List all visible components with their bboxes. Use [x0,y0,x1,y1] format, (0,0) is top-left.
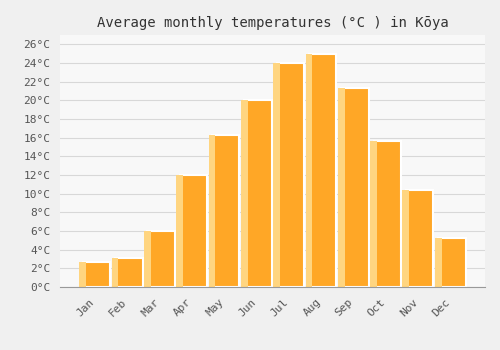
Bar [306,54,312,287]
Bar [115,258,142,287]
Title: Average monthly temperatures (°C ) in Kōya: Average monthly temperatures (°C ) in Kō… [96,16,448,30]
Bar [276,63,304,287]
Bar [80,262,86,287]
Bar [370,141,377,287]
Bar [406,190,433,287]
Bar [180,175,207,287]
Bar [148,231,175,287]
Bar [273,63,280,287]
Bar [241,100,248,287]
Bar [338,88,344,287]
Bar [212,135,240,287]
Bar [208,135,216,287]
Bar [402,190,409,287]
Bar [83,262,110,287]
Bar [176,175,183,287]
Bar [309,54,336,287]
Bar [244,100,272,287]
Bar [342,88,368,287]
Bar [374,141,401,287]
Bar [435,238,442,287]
Bar [112,258,118,287]
Bar [438,238,466,287]
Bar [144,231,151,287]
